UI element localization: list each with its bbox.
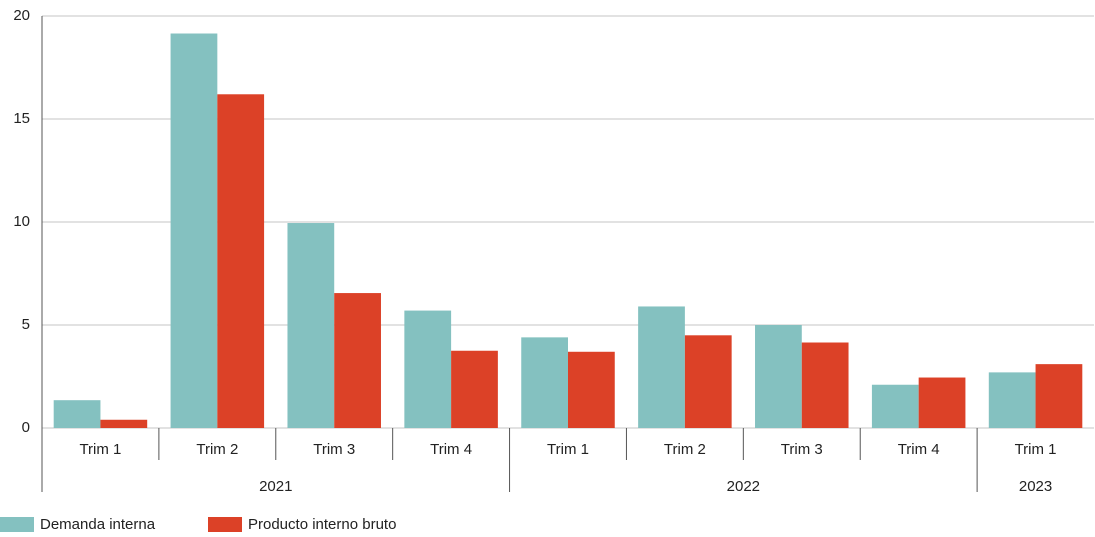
bar bbox=[1035, 364, 1083, 428]
x-tick-label: Trim 1 bbox=[79, 441, 121, 458]
bar bbox=[287, 223, 335, 428]
legend-swatch bbox=[0, 517, 34, 532]
x-tick-label: Trim 1 bbox=[1015, 441, 1057, 458]
bar bbox=[100, 419, 148, 428]
bar bbox=[53, 400, 101, 428]
bar bbox=[684, 335, 732, 428]
legend-label: Demanda interna bbox=[40, 516, 156, 533]
bar bbox=[170, 33, 218, 428]
bar bbox=[755, 325, 802, 428]
y-tick-label: 0 bbox=[22, 419, 30, 436]
x-tick-label: Trim 4 bbox=[898, 441, 940, 458]
bar bbox=[918, 377, 966, 428]
bar bbox=[404, 310, 452, 428]
group-label: 2022 bbox=[727, 478, 760, 495]
y-tick-label: 15 bbox=[13, 110, 30, 127]
x-tick-label: Trim 4 bbox=[430, 441, 472, 458]
y-tick-label: 5 bbox=[22, 316, 30, 333]
bar bbox=[334, 293, 381, 428]
legend-label: Producto interno bruto bbox=[248, 516, 396, 533]
x-tick-label: Trim 3 bbox=[313, 441, 355, 458]
bar bbox=[217, 94, 265, 428]
bar bbox=[568, 351, 615, 428]
bar bbox=[801, 342, 849, 428]
group-label: 2021 bbox=[259, 478, 292, 495]
x-tick-label: Trim 3 bbox=[781, 441, 823, 458]
y-tick-label: 10 bbox=[13, 213, 30, 230]
bar bbox=[638, 306, 685, 428]
x-tick-label: Trim 1 bbox=[547, 441, 589, 458]
x-tick-label: Trim 2 bbox=[196, 441, 238, 458]
x-tick-label: Trim 2 bbox=[664, 441, 706, 458]
bar bbox=[871, 384, 919, 428]
bar bbox=[451, 350, 498, 428]
legend-swatch bbox=[208, 517, 242, 532]
y-tick-label: 20 bbox=[13, 7, 30, 24]
bar bbox=[988, 372, 1036, 428]
bar bbox=[521, 337, 568, 428]
group-label: 2023 bbox=[1019, 478, 1052, 495]
